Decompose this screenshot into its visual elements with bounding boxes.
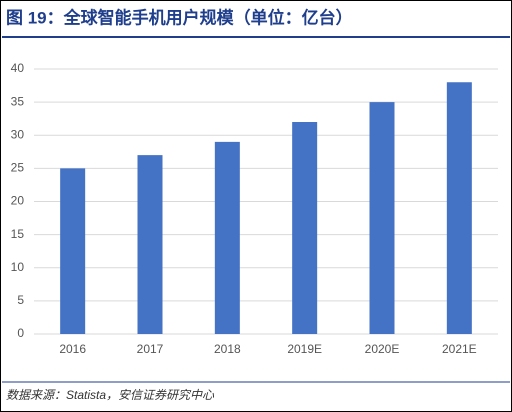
x-tick-label: 2016 — [59, 342, 86, 356]
x-tick-label: 2018 — [214, 342, 241, 356]
bar — [369, 102, 395, 334]
source-note: 数据来源：Statista，安信证券研究中心 — [6, 388, 215, 402]
y-tick-label: 5 — [17, 293, 24, 307]
y-tick-label: 15 — [11, 227, 25, 241]
y-tick-label: 35 — [11, 94, 25, 108]
y-tick-label: 20 — [11, 194, 25, 208]
y-tick-label: 25 — [11, 161, 25, 175]
bar — [292, 122, 318, 334]
x-tick-label: 2021E — [442, 342, 477, 356]
chart-title: 图 19：全球智能手机用户规模（单位：亿台） — [6, 7, 353, 27]
bar — [446, 82, 472, 334]
y-tick-label: 0 — [17, 326, 24, 340]
bar — [137, 155, 163, 334]
y-tick-label: 30 — [11, 127, 25, 141]
y-tick-label: 40 — [11, 61, 25, 75]
y-tick-label: 10 — [11, 260, 25, 274]
x-tick-label: 2019E — [287, 342, 322, 356]
x-tick-label: 2020E — [365, 342, 400, 356]
bar — [60, 168, 86, 334]
bar — [214, 141, 240, 334]
x-tick-label: 2017 — [137, 342, 164, 356]
